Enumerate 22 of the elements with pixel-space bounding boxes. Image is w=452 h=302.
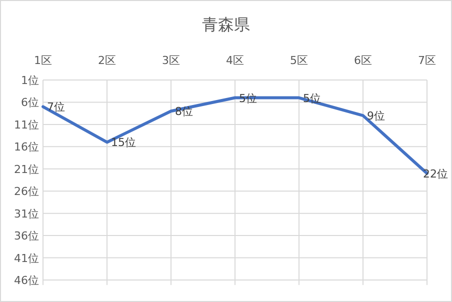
y-tick-label: 31位 [14,207,39,220]
x-tick-label: 7区 [418,54,436,67]
y-tick-label: 16位 [14,140,39,154]
y-tick-label: 21位 [14,162,39,176]
x-tick-label: 2区 [98,54,116,67]
data-label: 5位 [239,92,257,105]
y-tick-label: 6位 [21,96,39,110]
chart-title: 青森県 [202,15,250,34]
y-tick-label: 1位 [21,74,39,87]
x-tick-label: 1区 [34,54,52,67]
y-tick-label: 36位 [14,230,39,243]
y-tick-label: 26位 [14,185,39,198]
y-tick-label: 46位 [14,274,39,287]
x-tick-label: 4区 [226,54,244,67]
data-label: 15位 [111,136,136,150]
data-label: 22位 [423,167,448,180]
y-tick-label: 11位 [14,118,39,132]
x-tick-label: 6区 [354,54,372,67]
y-tick-label: 41位 [14,252,39,265]
x-tick-label: 3区 [162,54,180,67]
data-label: 9位 [367,110,385,123]
x-tick-label: 5区 [290,54,308,67]
